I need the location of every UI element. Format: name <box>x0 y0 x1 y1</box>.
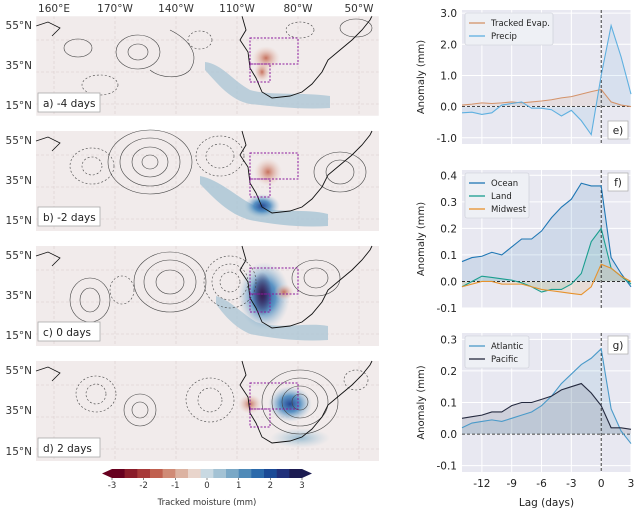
panel-label: e) <box>613 125 624 137</box>
y-tick-label: 0.0 <box>440 429 457 441</box>
colorbar-segment <box>150 469 163 478</box>
lat-tick-label: 55°N <box>6 20 32 32</box>
colorbar-segment <box>226 469 239 478</box>
map-panel-b: b) -2 days <box>36 130 379 231</box>
line-chart-panel: -1.0 0.0 1.0 2.0 3.0 Anomaly (mm) e) Tracked Ev… <box>416 8 631 145</box>
lat-tick-label: 35°N <box>6 175 32 187</box>
panel-label: g) <box>613 340 624 352</box>
y-tick-label: 3.0 <box>440 8 457 20</box>
colorbar-segment <box>112 469 125 478</box>
line-chart-panels: -1.0 0.0 1.0 2.0 3.0 Anomaly (mm) e) Tracked Ev… <box>416 8 634 509</box>
x-tick-label: 3 <box>628 478 635 490</box>
x-axis-label: Lag (days) <box>519 497 574 509</box>
map-panel-label: b) -2 days <box>43 212 96 224</box>
lat-tick-label: 55°N <box>6 250 32 262</box>
map-panel-label: c) 0 days <box>43 327 91 339</box>
y-axis-label: Anomaly (mm) <box>416 202 427 276</box>
legend-entry: Tracked Evap. <box>490 19 550 29</box>
lon-ticks: 160°E 170°W 140°W 110°W 80°W 50°W <box>38 3 374 15</box>
legend-entry: Precip <box>491 32 517 42</box>
colorbar-tick-label: 3 <box>299 481 304 491</box>
colorbar-extend-low <box>102 469 112 478</box>
lon-tick-label: 80°W <box>284 3 314 15</box>
lon-tick-label: 170°W <box>97 3 133 15</box>
y-tick-label: 0.3 <box>440 334 457 346</box>
x-tick-label: -6 <box>536 478 547 490</box>
map-panel-c: c) 0 days <box>36 246 379 346</box>
x-tick-label: -9 <box>506 478 516 490</box>
colorbar-extend-high <box>302 469 312 478</box>
y-tick-label: 0.2 <box>440 366 457 378</box>
colorbar-segment <box>213 469 226 478</box>
y-tick-label: -1.0 <box>437 133 458 145</box>
y-axis-label: Anomaly (mm) <box>416 365 427 439</box>
y-tick-label: 1.0 <box>440 70 457 82</box>
lat-tick-label: 55°N <box>6 135 32 147</box>
y-tick-label: 0.3 <box>440 197 457 209</box>
x-tick-label: -12 <box>473 478 490 490</box>
y-tick-label: -0.1 <box>437 303 458 315</box>
y-tick-label: 0.1 <box>440 398 457 410</box>
map-panel-a: a) -4 days <box>36 16 379 116</box>
colorbar-segment <box>137 469 150 478</box>
legend-entry: Pacific <box>491 355 518 365</box>
lat-tick-label: 35°N <box>6 290 32 302</box>
colorbar-segment <box>264 469 277 478</box>
lat-tick-label: 15°N <box>6 330 32 342</box>
y-axis-label: Anomaly (mm) <box>416 40 427 114</box>
lon-tick-label: 50°W <box>345 3 375 15</box>
panel-label: f) <box>614 177 622 189</box>
colorbar-segment <box>125 469 138 478</box>
y-tick-label: 0.4 <box>440 170 457 182</box>
lon-tick-label: 160°E <box>38 3 70 15</box>
colorbar-tick-label: 1 <box>236 481 241 491</box>
y-tick-label: 0.0 <box>440 276 457 288</box>
lat-tick-label: 15°N <box>6 100 32 112</box>
colorbar-tick-label: -3 <box>108 481 116 491</box>
lat-ticks: 55°N 35°N 15°N 55°N 35°N 15°N 55°N 35°N … <box>6 20 32 458</box>
map-panel-d: d) 2 days <box>36 361 379 461</box>
line-chart-panel: -0.1 0.0 0.1 0.2 0.3 Anomaly (mm) g) Atlantic Pa… <box>416 333 634 509</box>
map-panel-label: d) 2 days <box>43 443 92 455</box>
lat-tick-label: 55°N <box>6 365 32 377</box>
legend-entry: Atlantic <box>491 342 524 352</box>
colorbar-segment <box>251 469 264 478</box>
colorbar-tick-label: -2 <box>139 481 147 491</box>
y-tick-label: 2.0 <box>440 39 457 51</box>
colorbar-segment <box>289 469 302 478</box>
y-tick-label: -0.1 <box>437 461 458 473</box>
lat-tick-label: 35°N <box>6 60 32 72</box>
colorbar-segment <box>201 469 214 478</box>
y-tick-label: 0.2 <box>440 223 457 235</box>
colorbar: -3 -2 -1 0 1 2 3 <box>102 469 312 491</box>
x-tick-label: 0 <box>598 478 605 490</box>
colorbar-label: Tracked moisture (mm) <box>157 498 257 508</box>
colorbar-tick-label: 2 <box>268 481 273 491</box>
colorbar-segment <box>239 469 252 478</box>
colorbar-segment <box>277 469 290 478</box>
lon-tick-label: 140°W <box>158 3 194 15</box>
legend-entry: Ocean <box>491 179 518 189</box>
lat-tick-label: 35°N <box>6 405 32 417</box>
colorbar-segment <box>175 469 188 478</box>
lat-tick-label: 15°N <box>6 215 32 227</box>
y-tick-label: 0.0 <box>440 102 457 114</box>
colorbar-segment <box>188 469 201 478</box>
colorbar-tick-label: 0 <box>204 481 209 491</box>
map-panel-label: a) -4 days <box>43 98 95 110</box>
lon-tick-label: 110°W <box>219 3 255 15</box>
line-chart-panel: -0.1 0.0 0.1 0.2 0.3 0.4 Anomaly (mm) f) Ocean La… <box>416 170 631 315</box>
x-tick-label: -3 <box>566 478 576 490</box>
legend-entry: Land <box>491 192 512 202</box>
y-tick-label: 0.1 <box>440 250 457 262</box>
colorbar-tick-label: -1 <box>171 481 179 491</box>
legend-entry: Midwest <box>491 205 527 215</box>
lat-tick-label: 15°N <box>6 446 32 458</box>
colorbar-segment <box>163 469 176 478</box>
